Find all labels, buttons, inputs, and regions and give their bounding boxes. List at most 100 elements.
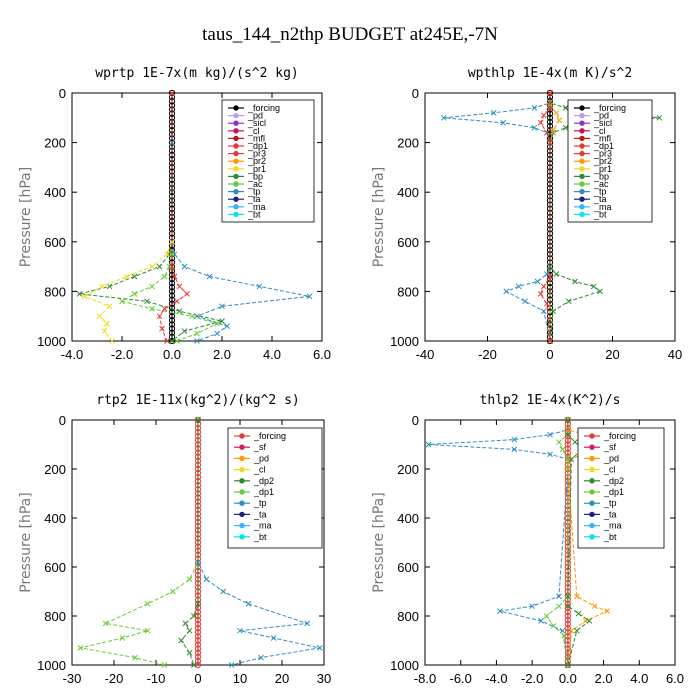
y-tick-label: 600	[397, 560, 419, 575]
series-marker-tp	[511, 436, 518, 443]
series-marker-dp2	[586, 618, 593, 624]
legend-marker	[233, 128, 239, 134]
series-line-dp1	[540, 93, 551, 342]
x-tick-label: 0	[194, 671, 201, 686]
series-marker-pr1	[109, 338, 115, 344]
series-marker-dp1	[186, 576, 193, 583]
series-marker-forcing	[168, 313, 176, 320]
series-marker-tp	[220, 588, 227, 595]
series-marker-tp	[511, 446, 518, 453]
y-tick-label: 800	[397, 609, 419, 624]
legend-label: _cl	[253, 465, 266, 475]
series-marker-tp	[270, 635, 277, 641]
series-marker-tp	[194, 338, 200, 344]
legend-label: _pr1	[247, 164, 266, 174]
chart-panel-2: wpthlp 1E-4x(m K)/s^2 Pressure [hPa] -40 -2…	[371, 66, 682, 362]
series-marker-dp1	[556, 603, 562, 610]
legend-marker	[233, 150, 239, 157]
legend-marker	[579, 204, 585, 210]
legend-marker	[589, 444, 595, 450]
series-marker-tp	[181, 263, 188, 270]
series-marker-forcing	[546, 114, 554, 121]
series-marker-dp1	[174, 298, 180, 305]
x-tick-label: 10	[233, 671, 247, 686]
series-marker-bp	[144, 298, 150, 305]
y-axis-label: Pressure [hPa]	[18, 492, 34, 592]
y-tick-label: 200	[44, 462, 66, 477]
legend-label: _ta	[603, 509, 617, 519]
series-marker-forcing	[168, 259, 176, 266]
series-line-bp	[79, 93, 223, 342]
series-marker-forcing	[564, 478, 571, 485]
x-tick-label: 6.0	[313, 347, 331, 362]
series-marker-forcing	[194, 621, 202, 628]
legend-label: _tp	[253, 498, 267, 508]
y-tick-label: 400	[44, 185, 66, 200]
series-marker-bp	[131, 273, 138, 280]
series-marker-dp1	[547, 273, 553, 280]
y-tick-label: 1000	[37, 334, 66, 349]
legend-marker	[239, 433, 245, 439]
y-axis-label: Pressure [hPa]	[18, 167, 34, 267]
series-marker-dp1	[171, 273, 178, 280]
series-marker-pr1	[101, 328, 108, 334]
legend-marker	[239, 444, 245, 450]
legend-marker	[589, 500, 595, 506]
legend-marker	[579, 105, 585, 111]
legend-marker	[579, 143, 585, 149]
legend-label: _pr3	[247, 149, 266, 159]
x-tick-label: -6.0	[450, 671, 472, 686]
legend-marker	[579, 158, 585, 164]
series-marker-dp1	[169, 90, 175, 96]
legend-label: _ma	[247, 202, 266, 212]
series-marker-dp1	[561, 632, 568, 639]
legend-label: _dp1	[593, 141, 614, 151]
legend-label: _forcing	[603, 431, 636, 441]
series-marker-bp	[572, 278, 578, 285]
legend-label: _cl	[603, 465, 616, 475]
legend-label: _ta	[253, 509, 267, 519]
series-marker-bp	[550, 308, 556, 315]
series-line-pd	[567, 420, 658, 666]
series-marker-forcing	[168, 164, 176, 171]
x-tick-label: -20	[105, 671, 124, 686]
series-marker-forcing	[194, 661, 202, 669]
series-marker-tp	[195, 559, 201, 565]
legend-marker	[233, 181, 239, 187]
series-marker-ac	[174, 338, 180, 344]
legend-marker	[239, 511, 245, 518]
legend-label: _cl	[593, 126, 606, 136]
series-marker-dp1	[77, 644, 84, 651]
series-marker-tp	[425, 441, 432, 448]
legend-label: _pr2	[247, 156, 266, 166]
series-marker-tp	[559, 627, 566, 634]
series-marker-forcing	[564, 437, 571, 444]
x-tick-label: -2.0	[111, 347, 133, 362]
series-marker-ac	[149, 305, 155, 312]
series-marker-dp1	[547, 105, 553, 111]
series-marker-forcing	[194, 514, 202, 522]
series-marker-tp	[556, 593, 562, 600]
series-marker-pr1	[81, 293, 88, 300]
legend-label: _tp	[247, 187, 261, 197]
series-marker-dp2	[186, 649, 193, 656]
series-line-pr1	[83, 93, 173, 342]
legend-marker	[589, 455, 595, 462]
series-line-tp	[428, 420, 569, 666]
series-marker-dp1	[164, 338, 170, 344]
series-marker-dp2	[190, 613, 197, 619]
series-marker-forcing	[168, 333, 176, 340]
series-marker-tp	[531, 105, 538, 111]
series-marker-forcing	[194, 657, 202, 665]
y-tick-label: 200	[397, 462, 419, 477]
legend-label: _bt	[247, 209, 261, 219]
legend-marker	[233, 158, 239, 164]
legend-label: _ac	[247, 179, 263, 189]
x-tick-label: -4.0	[61, 347, 83, 362]
legend-marker	[579, 166, 585, 172]
legend-label: _tp	[603, 498, 617, 508]
legend-marker	[233, 143, 239, 149]
series-marker-dp1	[543, 613, 550, 619]
legend-label: _pr3	[593, 149, 612, 159]
series-marker-bp	[656, 114, 663, 121]
